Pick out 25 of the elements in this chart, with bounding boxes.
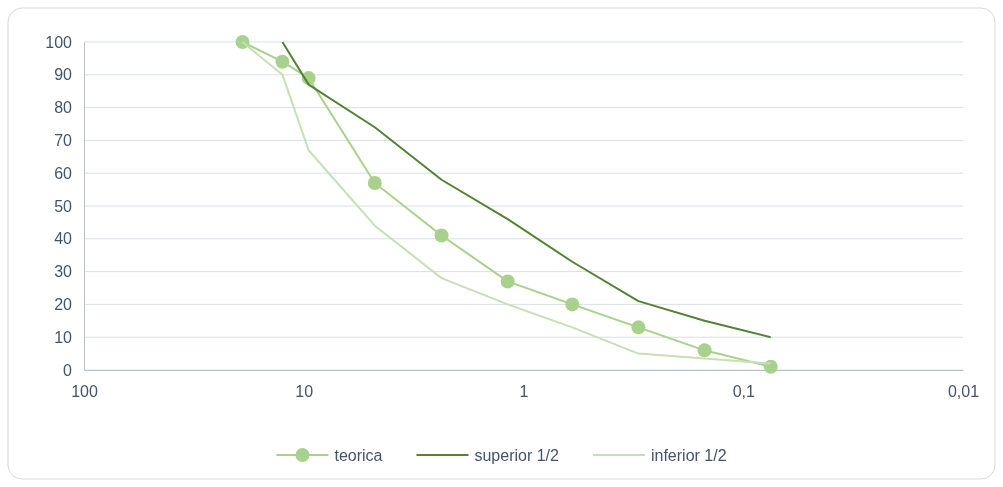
legend-label: superior 1/2 [474,446,560,464]
y-tick-label: 20 [54,296,73,314]
point [697,343,712,358]
y-tick-label: 0 [63,361,73,379]
legend-label: inferior 1/2 [650,446,727,464]
y-tick-label: 10 [54,328,73,346]
x-tick-label: 0,1 [732,383,755,401]
point [631,320,646,335]
y-tick-label: 60 [54,164,73,182]
y-tick-label: 100 [45,33,73,51]
y-tick-label: 40 [54,230,73,248]
point [367,176,382,191]
x-tick-label: 0,01 [947,383,980,401]
y-tick-label: 90 [54,66,73,84]
y-tick-label: 30 [54,263,73,281]
x-tick-label: 100 [71,383,98,401]
point [434,228,449,243]
point [565,297,580,312]
x-tick-label: 10 [295,383,314,401]
point [500,274,515,289]
y-tick-label: 80 [54,99,73,117]
y-tick-label: 70 [54,132,73,150]
x-tick-label: 1 [519,383,529,401]
y-tick-label: 50 [54,197,73,215]
legend-label: teorica [334,446,383,464]
